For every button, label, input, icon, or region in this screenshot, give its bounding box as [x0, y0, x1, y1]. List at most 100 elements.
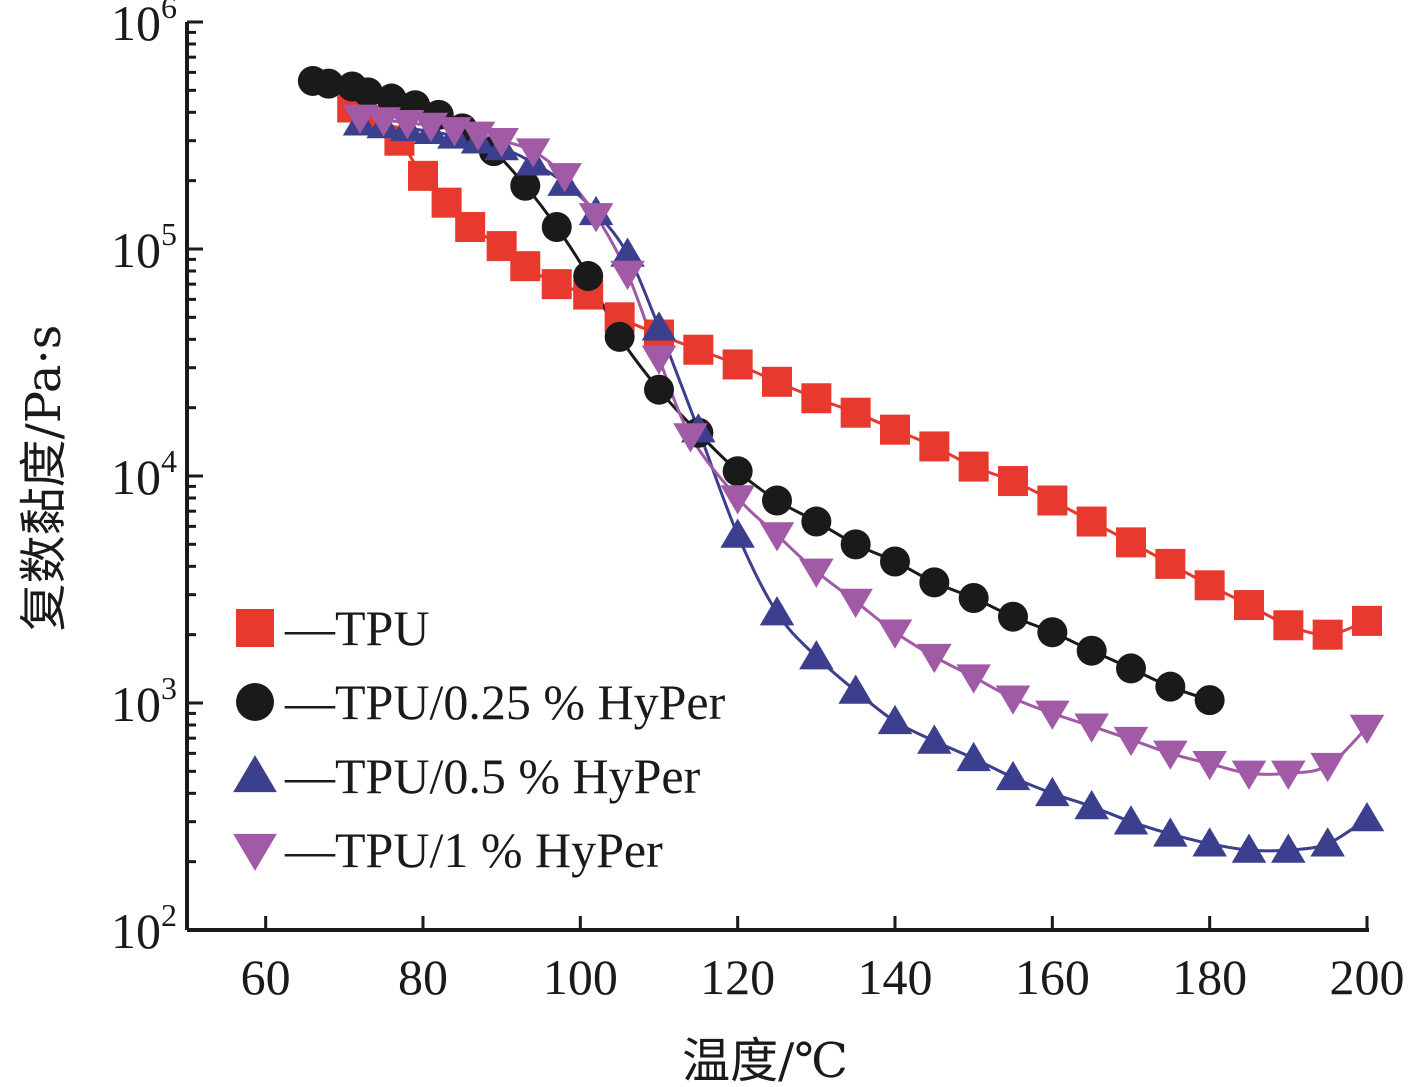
data-point-triangle-up: [956, 741, 991, 772]
data-point-circle: [1116, 653, 1146, 684]
data-point-circle: [541, 212, 572, 243]
data-point-circle: [919, 567, 950, 598]
data-point-triangle-up: [917, 724, 952, 754]
data-point-square: [998, 466, 1028, 497]
data-point-triangle-down: [1271, 760, 1306, 790]
legend-item-3: —TPU/0.5 % HyPer: [233, 748, 701, 804]
data-point-circle: [1155, 671, 1186, 702]
legend-item-2: —TPU/0.25 % HyPer: [236, 674, 726, 730]
data-point-triangle-down: [673, 423, 708, 453]
data-point-circle: [762, 485, 792, 516]
data-point-triangle-down: [1192, 750, 1227, 781]
data-point-triangle-up: [1113, 805, 1149, 835]
data-point-circle: [573, 261, 604, 292]
x-tick-label: 60: [241, 949, 291, 1005]
data-point-triangle-down: [1231, 760, 1267, 790]
data-point-triangle-down: [366, 107, 401, 137]
legend-label: —TPU/1 % HyPer: [284, 822, 663, 878]
data-point-square: [1116, 527, 1146, 558]
y-tick-label: 104: [111, 443, 177, 505]
data-point-circle: [352, 77, 383, 108]
data-point-square: [958, 451, 989, 482]
data-point-triangle-up: [877, 704, 913, 735]
data-point-triangle-down: [1074, 713, 1109, 743]
legend-label: —TPU: [284, 600, 429, 656]
legend-symbol-circle: [236, 683, 274, 721]
data-point-square: [722, 349, 753, 380]
data-point-triangle-up: [995, 760, 1031, 791]
data-point-triangle-down: [484, 127, 519, 158]
data-point-square: [1194, 570, 1225, 601]
data-point-square: [1076, 506, 1107, 537]
data-point-triangle-down: [995, 685, 1031, 715]
x-tick-label: 120: [700, 949, 775, 1005]
data-point-triangle-up: [1349, 801, 1385, 832]
y-tick-label: 106: [111, 0, 177, 51]
series-markers-1: [337, 92, 1382, 650]
data-point-triangle-down: [799, 558, 834, 588]
axes: 60 80 100 120 140 160 180 200 102 103 104 105 106: [111, 0, 1405, 1005]
data-point-triangle-down: [390, 109, 425, 140]
data-point-triangle-up: [720, 518, 755, 548]
data-point-square: [1312, 619, 1343, 650]
legend-item-1: —TPU: [236, 600, 429, 656]
data-point-square: [1273, 610, 1304, 641]
data-point-triangle-up: [799, 640, 834, 670]
data-point-circle: [840, 529, 871, 560]
data-point-circle: [1037, 617, 1068, 648]
series-line-2: [312, 79, 1211, 702]
x-tick-label: 200: [1330, 949, 1405, 1005]
data-point-square: [510, 251, 541, 282]
data-point-circle: [998, 601, 1028, 632]
y-tick-label: 102: [111, 897, 177, 959]
data-point-square: [1234, 590, 1264, 621]
series-markers-4: [342, 104, 1385, 790]
series-lines: [312, 79, 1369, 853]
data-point-circle: [510, 170, 541, 201]
legend-symbol-triangle-up: [233, 755, 277, 793]
data-point-triangle-down: [917, 643, 952, 674]
data-point-triangle-up: [1310, 827, 1345, 857]
x-tick-label: 80: [398, 949, 448, 1005]
data-point-triangle-up: [759, 596, 795, 626]
data-point-triangle-down: [1349, 714, 1385, 744]
data-point-triangle-down: [1310, 752, 1345, 783]
data-point-triangle-down: [720, 485, 755, 515]
data-point-circle: [313, 68, 344, 99]
data-point-square: [840, 397, 871, 428]
data-point-triangle-down: [610, 260, 645, 290]
data-point-circle: [604, 321, 635, 352]
y-tick-label: 103: [111, 670, 177, 732]
legend-item-4: —TPU/1 % HyPer: [233, 822, 663, 878]
legend-symbol-triangle-down: [233, 833, 277, 871]
data-point-triangle-up: [1074, 789, 1109, 820]
series-markers: [297, 65, 1385, 863]
data-point-triangle-up: [838, 674, 873, 704]
legend-label: —TPU/0.5 % HyPer: [284, 748, 701, 804]
data-point-square: [880, 414, 910, 445]
data-point-square: [1352, 605, 1382, 636]
data-point-triangle-up: [1192, 827, 1227, 857]
y-tick-label: 105: [111, 216, 177, 278]
legend: —TPU —TPU/0.25 % HyPer —TPU/0.5 % HyPer —TP…: [233, 600, 726, 878]
data-point-square: [1037, 485, 1068, 516]
data-point-triangle-down: [342, 104, 378, 134]
data-point-triangle-down: [641, 345, 677, 375]
data-point-circle: [722, 456, 753, 487]
data-point-circle: [1076, 635, 1107, 666]
data-point-circle: [376, 83, 407, 114]
y-axis-title: 复数黏度/Pa·s: [16, 325, 72, 632]
data-point-triangle-down: [838, 588, 873, 618]
legend-symbol-square: [236, 609, 274, 647]
x-axis-title: 温度/℃: [682, 1033, 848, 1087]
data-point-triangle-down: [578, 203, 614, 233]
data-point-circle: [801, 506, 832, 537]
data-point-triangle-up: [1035, 776, 1070, 807]
data-point-square: [541, 269, 572, 300]
data-point-triangle-up: [1153, 817, 1188, 847]
data-point-triangle-down: [547, 163, 582, 193]
data-point-square: [801, 383, 832, 414]
data-point-triangle-down: [515, 138, 551, 168]
data-point-triangle-up: [1231, 833, 1267, 863]
